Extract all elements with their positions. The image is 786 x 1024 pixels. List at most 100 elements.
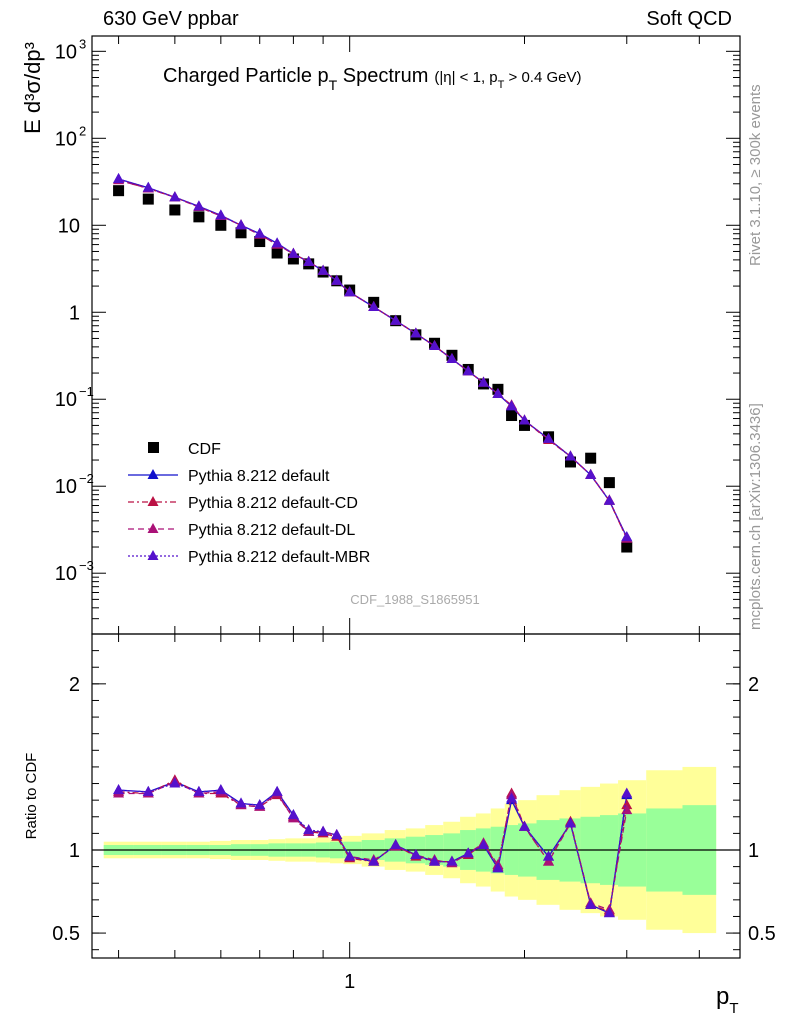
default_mbr-main-point <box>462 365 474 376</box>
default_mbr-main-point <box>390 314 402 325</box>
legend-label: Pythia 8.212 default-CD <box>188 495 358 512</box>
cdf-data-point <box>287 253 299 265</box>
default_mbr-ratio-point <box>254 799 266 810</box>
default_mbr-ratio-point <box>271 785 283 796</box>
x-axis-label-subscript: T <box>729 1000 738 1017</box>
cdf-data-point <box>506 410 518 422</box>
default_mbr-ratio-point <box>585 898 597 909</box>
ratio-y-tick-label-right: 2 <box>748 674 759 696</box>
default_mbr-main-point <box>303 255 315 266</box>
default_mbr-main-point <box>506 400 518 411</box>
axis-ticks <box>92 36 740 958</box>
legend-label: Pythia 8.212 default-MBR <box>188 549 370 566</box>
legend-label: Pythia 8.212 default <box>188 468 330 485</box>
analysis-watermark: CDF_1988_S1865951 <box>350 592 479 607</box>
legend-marker-default_cd <box>147 496 159 506</box>
default_dl-ratio-line <box>118 781 628 911</box>
default_mbr-ratio-point <box>564 817 576 828</box>
default_dl-ratio-point <box>621 804 633 815</box>
default_mbr-ratio-point <box>142 785 154 796</box>
main-ylabel: E d³σ/dp³ <box>20 42 45 134</box>
legend-marker-default_dl <box>147 523 159 533</box>
title-cut: (|η| < 1, p <box>434 69 497 86</box>
default_mbr-main-point <box>215 209 227 220</box>
ratio-ylabel: Ratio to CDF <box>23 753 40 840</box>
cdf-data-point <box>585 452 597 464</box>
main-y-tick-label: 10 <box>55 41 77 63</box>
main-y-tick-exponent: 2 <box>79 123 86 138</box>
default_mbr-main-point <box>478 376 490 387</box>
header-energy: 630 GeV ppbar <box>103 8 239 30</box>
main-y-tick-exponent: −3 <box>79 558 94 573</box>
default_mbr-ratio-point <box>446 855 458 866</box>
default_mbr-main-point <box>519 414 531 425</box>
main-series-group <box>113 173 633 553</box>
main-y-tick-exponent: −2 <box>79 471 94 486</box>
default_mbr-main-point <box>169 191 181 202</box>
ratio-y-tick-label: 0.5 <box>52 923 80 945</box>
default_dl-main-line <box>118 179 628 539</box>
rivet-label: Rivet 3.1.10, ≥ 300k events <box>747 84 764 266</box>
default_mbr-main-point <box>543 432 555 443</box>
default_mbr-main-point <box>429 339 441 350</box>
default_mbr-ratio-point <box>543 850 555 861</box>
default_mbr-main-point <box>287 247 299 258</box>
default_mbr-ratio-point <box>492 862 504 873</box>
legend-marker-default <box>147 469 159 479</box>
title-main-tail: Spectrum <box>337 65 428 87</box>
legend-marker-default_mbr <box>147 550 159 560</box>
legend-label: Pythia 8.212 default-DL <box>188 522 355 539</box>
default_mbr-ratio-point <box>621 787 633 798</box>
x-axis-label-main: p <box>716 983 729 1010</box>
cdf-data-point <box>235 227 247 239</box>
ratio-x-tick-label: 1 <box>344 971 355 993</box>
cdf-data-point <box>113 185 125 197</box>
main-y-tick-exponent: −1 <box>79 384 94 399</box>
ratio-y-tick-label-right: 0.5 <box>748 923 776 945</box>
title-main-subscript: T <box>329 77 338 93</box>
x-axis-label: pT <box>716 983 739 1017</box>
cdf-data-point <box>271 247 283 259</box>
title-main: Charged Particle p <box>163 65 329 87</box>
default_mbr-ratio-point <box>287 809 299 820</box>
default_mbr-main-point <box>368 300 380 311</box>
main-y-tick-label: 1 <box>69 302 80 324</box>
cdf-data-point <box>254 236 266 248</box>
cdf-data-point <box>603 477 615 489</box>
cdf-data-point <box>519 419 531 431</box>
title-cut-subscript: T <box>498 79 505 91</box>
default_mbr-ratio-point <box>113 784 125 795</box>
default_mbr-main-point <box>344 286 356 297</box>
default_mbr-main-point <box>410 327 422 338</box>
default_mbr-main-point <box>603 494 615 505</box>
default_mbr-main-point <box>492 387 504 398</box>
default_mbr-ratio-point <box>478 839 490 850</box>
default_mbr-ratio-point <box>344 850 356 861</box>
cdf-data-point <box>621 541 633 553</box>
default_mbr-main-point <box>193 200 205 211</box>
default_mbr-main-line <box>118 178 628 538</box>
default_mbr-ratio-point <box>506 792 518 803</box>
title-cut-tail: > 0.4 GeV) <box>504 69 581 86</box>
default_mbr-main-point <box>271 237 283 248</box>
plot-frames <box>91 35 741 959</box>
main-y-tick-label: 10 <box>55 128 77 150</box>
default_mbr-main-point <box>331 274 343 285</box>
ratio-series-group <box>113 774 633 918</box>
default_mbr-ratio-line <box>118 782 628 915</box>
main-y-tick-exponent: 3 <box>79 36 86 51</box>
ratio-y-tick-label: 1 <box>69 840 80 862</box>
default_mbr-ratio-point <box>303 824 315 835</box>
default_mbr-ratio-point <box>331 829 343 840</box>
default_mbr-ratio-point <box>368 855 380 866</box>
ratio-y-tick-label-right: 1 <box>748 840 759 862</box>
ratio-y-tick-label: 2 <box>69 674 80 696</box>
main-y-tick-label: 10 <box>55 389 77 411</box>
legend-label: CDF <box>188 441 221 458</box>
default_mbr-main-point <box>113 173 125 184</box>
cdf-data-point <box>142 193 154 205</box>
default_mbr-ratio-point <box>169 777 181 788</box>
mcplots-label: mcplots.cern.ch [arXiv:1306.3436] <box>747 403 764 630</box>
